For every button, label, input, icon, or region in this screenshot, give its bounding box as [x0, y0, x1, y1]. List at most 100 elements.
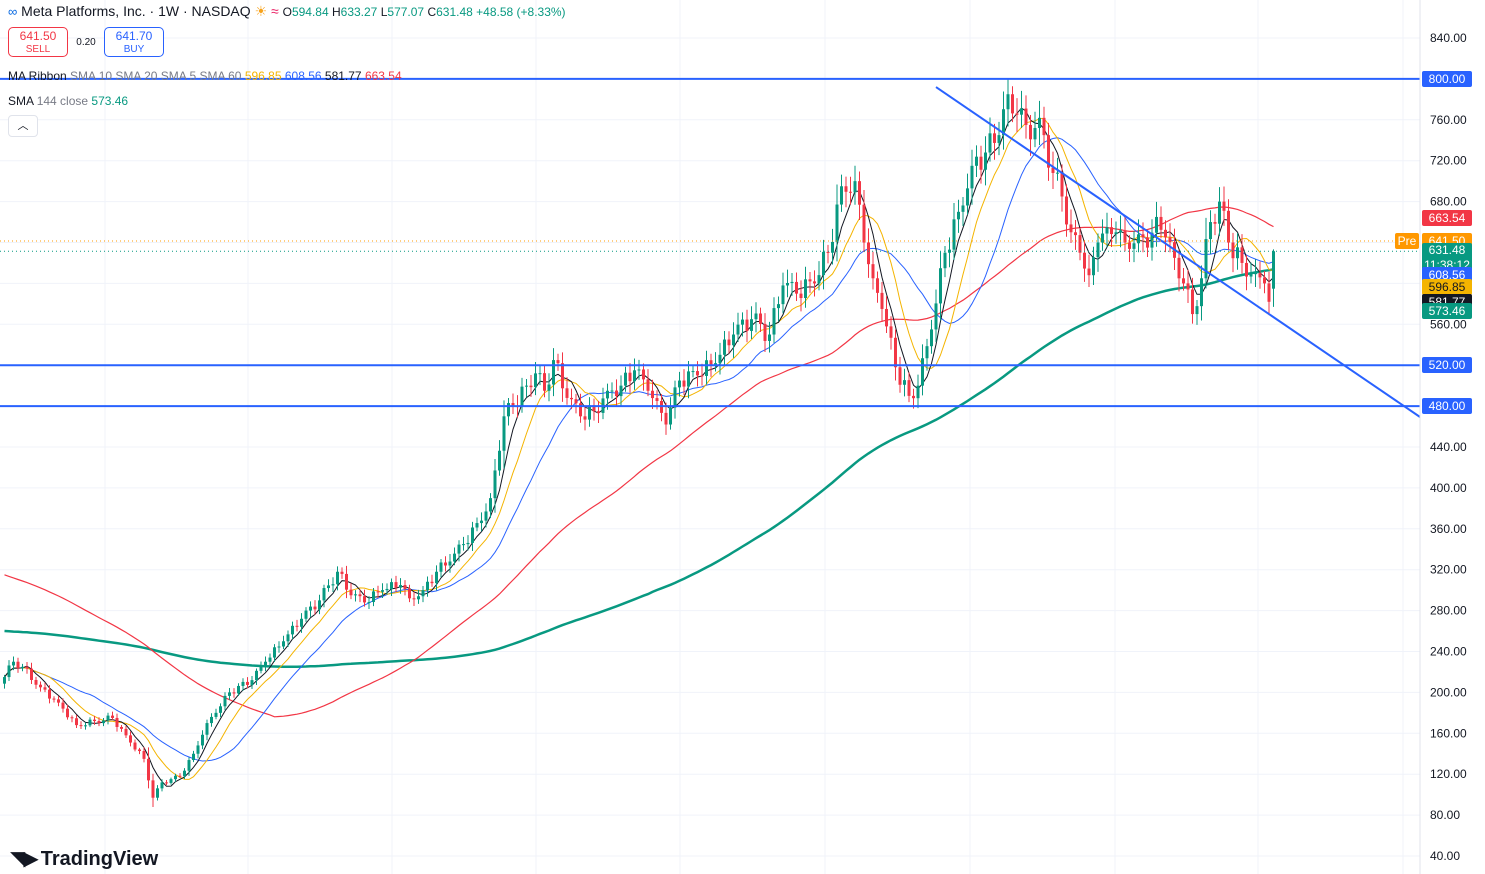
candle-body	[1177, 257, 1181, 279]
candle-body	[39, 684, 42, 688]
candle-body	[664, 412, 668, 425]
candle-body	[718, 354, 722, 364]
level-480-tag: 480.00	[1422, 398, 1472, 415]
candle-body	[993, 133, 996, 143]
candle-body	[1182, 278, 1185, 284]
candle-body	[538, 373, 542, 375]
candle-body	[750, 319, 753, 331]
candle-body	[1123, 230, 1127, 243]
candle-body	[520, 386, 524, 407]
candle-body	[826, 251, 830, 253]
candle-body	[1128, 242, 1131, 249]
meta-logo-icon: ∞	[8, 4, 18, 19]
sma60-tag: 663.54	[1422, 210, 1472, 227]
candle-body	[1222, 201, 1226, 211]
candle-body	[633, 370, 636, 382]
candle-body	[471, 527, 474, 543]
candle-body	[151, 780, 155, 798]
candle-body	[723, 339, 726, 355]
candle-body	[453, 553, 456, 562]
candle-body	[88, 719, 92, 726]
candle-body	[745, 319, 749, 331]
candle-body	[484, 511, 488, 521]
candle-body	[1168, 237, 1172, 243]
candle-body	[1024, 108, 1028, 125]
candle-body	[1164, 229, 1167, 238]
sell-label: SELL	[25, 44, 51, 55]
candle-body	[1191, 289, 1194, 315]
candle-body	[673, 387, 677, 408]
candle-body	[1078, 235, 1082, 253]
collapse-legend-button[interactable]: ︿	[8, 115, 38, 137]
candle-body	[1267, 283, 1271, 302]
candle-body	[790, 281, 794, 283]
candle-body	[1006, 94, 1010, 110]
candle-body	[367, 602, 371, 604]
candle-body	[934, 303, 938, 330]
candle-body	[439, 562, 443, 572]
candle-body	[988, 133, 992, 153]
candle-body	[529, 385, 533, 388]
trendline[interactable]	[935, 86, 1421, 418]
candle-body	[1137, 234, 1140, 244]
candle-body	[7, 665, 11, 678]
low-value: 577.07	[387, 5, 425, 19]
candle-body	[421, 590, 425, 597]
candle-body	[210, 716, 213, 724]
candle-body	[822, 251, 825, 276]
high-label: H	[331, 5, 341, 19]
ma-ribbon-legend[interactable]: MA Ribbon SMA 10 SMA 20 SMA 5 SMA 60 596…	[8, 69, 402, 83]
candle-body	[322, 588, 326, 601]
buy-button[interactable]: 641.70 BUY	[104, 27, 164, 57]
symbol-title[interactable]: Meta Platforms, Inc. · 1W · NASDAQ	[21, 3, 251, 19]
candle-body	[565, 388, 569, 398]
tradingview-logo[interactable]: ◥▶ TradingView	[10, 846, 158, 871]
candle-body	[925, 346, 929, 359]
candle-body	[1213, 222, 1217, 224]
candle-body	[1236, 247, 1239, 259]
candle-body	[525, 385, 528, 387]
axis-tick-label: 320.00	[1430, 563, 1467, 577]
candle-body	[304, 610, 308, 619]
candle-body	[885, 308, 888, 327]
open-label: O	[282, 5, 292, 19]
candle-body	[1195, 306, 1199, 315]
ma-ribbon-params: SMA 10 SMA 20 SMA 5 SMA 60	[70, 69, 242, 83]
candle-body	[300, 618, 303, 627]
ma-ribbon-value-sma5: 581.77	[324, 69, 362, 83]
candle-body	[354, 594, 357, 596]
candle-body	[1254, 273, 1257, 275]
candle-body	[736, 324, 740, 335]
candle-body	[579, 403, 582, 417]
candle-body	[489, 498, 492, 512]
sma144-name: SMA	[8, 94, 34, 108]
candle-body	[214, 712, 218, 717]
candle-body	[628, 372, 632, 382]
candle-body	[619, 385, 623, 397]
candle-body	[678, 380, 681, 388]
horizontal-levels[interactable]	[0, 77, 1420, 408]
candle-body	[457, 544, 461, 554]
candle-body	[255, 670, 258, 681]
candle-body	[1245, 262, 1248, 277]
sell-button[interactable]: 641.50 SELL	[8, 27, 68, 57]
candle-body	[1011, 94, 1014, 114]
candle-body	[1114, 232, 1118, 235]
candle-body	[705, 360, 708, 376]
axis-tick-label: 40.00	[1430, 849, 1460, 863]
candle-body	[849, 191, 852, 193]
candle-body	[493, 470, 497, 499]
level-800-tag: 800.00	[1422, 70, 1472, 87]
close-label: C	[427, 5, 437, 19]
candle-body	[1069, 224, 1073, 233]
candle-body	[246, 681, 249, 685]
candle-body	[372, 591, 375, 603]
candle-body	[277, 646, 281, 648]
price-axis[interactable]: 40.00 80.00 120.00 160.00 200.00 240.00 280.00…	[1419, 0, 1467, 874]
candle-body	[475, 523, 479, 528]
sma144-legend[interactable]: SMA 144 close 573.46	[8, 94, 128, 108]
candle-body	[894, 337, 897, 368]
candle-body	[741, 319, 744, 325]
candle-body	[1200, 278, 1203, 307]
